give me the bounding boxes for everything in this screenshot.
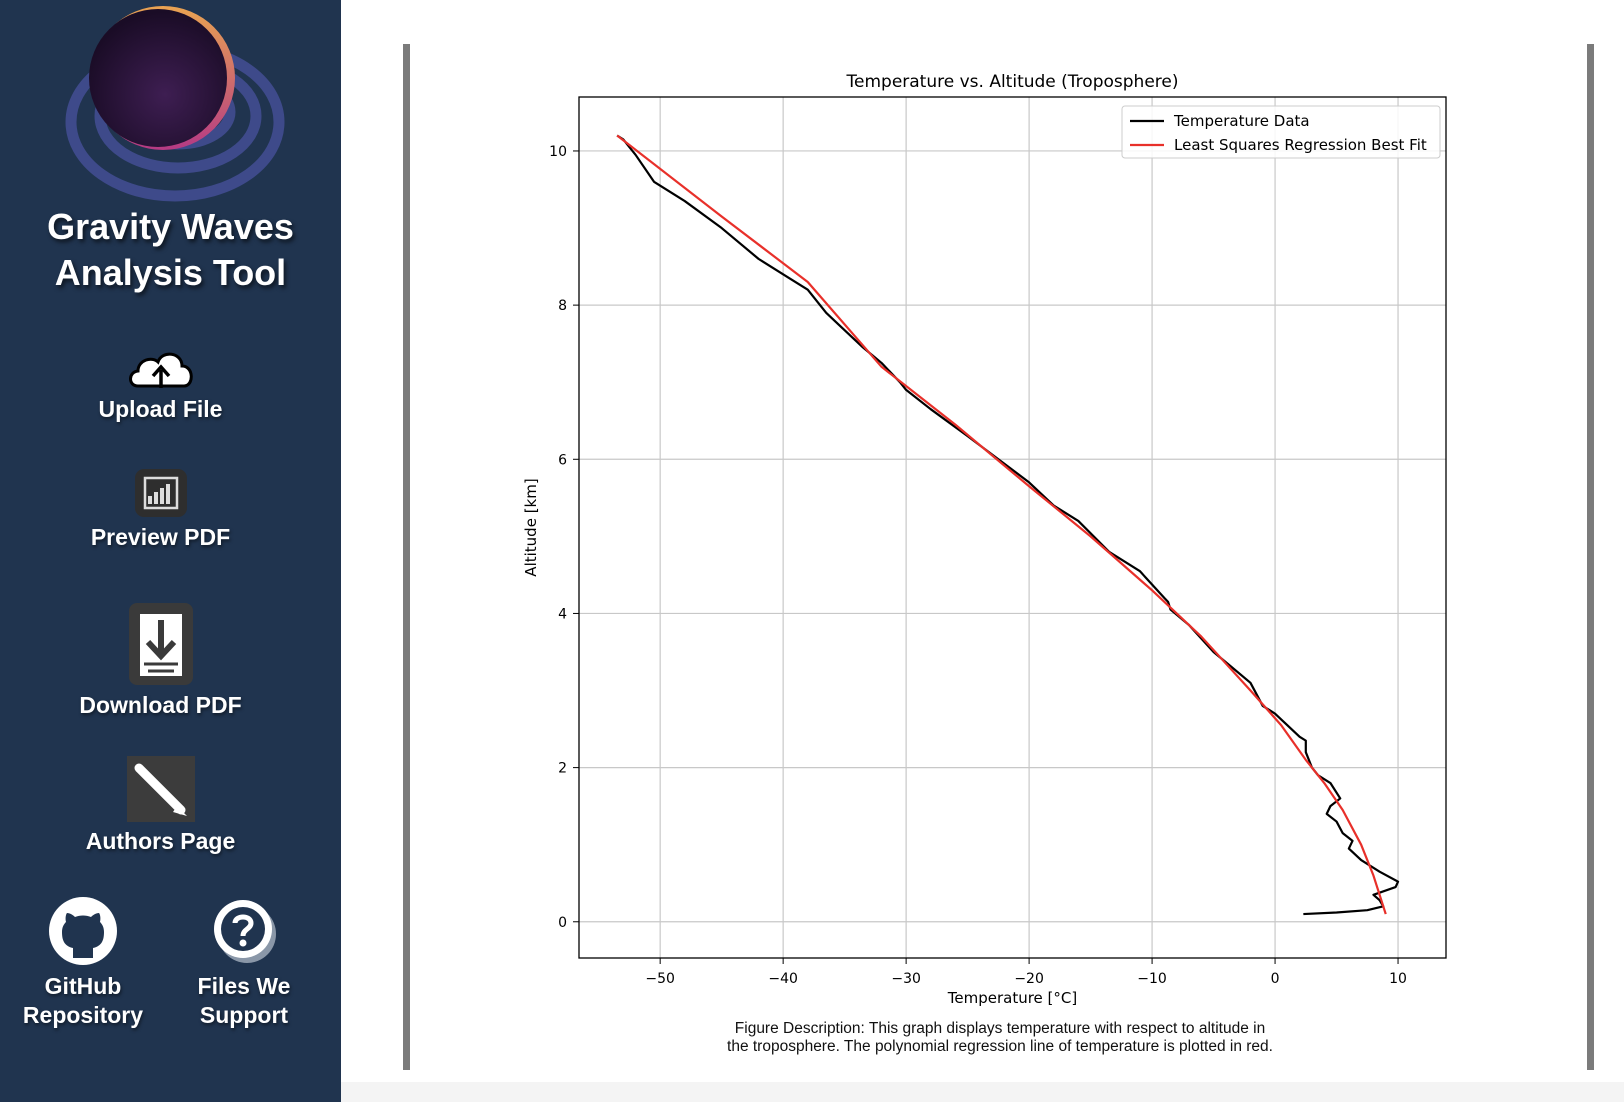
x-tick-label: 10	[1389, 971, 1407, 987]
y-tick-label: 8	[558, 298, 567, 314]
preview-pdf-label: Preview PDF	[90, 524, 231, 550]
app-title: Gravity Waves Analysis Tool	[0, 204, 341, 296]
bottom-strip	[341, 1082, 1624, 1102]
series-line-temperature-data	[616, 134, 1400, 916]
x-tick-label: −30	[891, 971, 921, 987]
app-title-line2: Analysis Tool	[54, 252, 287, 293]
file-download-icon	[128, 603, 193, 685]
files-we-support-button[interactable]: Files We Support	[169, 896, 319, 1030]
x-tick-label: −50	[645, 971, 675, 987]
chart-title: Temperature vs. Altitude (Troposphere)	[846, 72, 1179, 92]
x-tick-label: −10	[1137, 971, 1167, 987]
chart-document-icon	[134, 469, 187, 517]
question-icon	[214, 900, 276, 963]
caption-line2: the troposphere. The polynomial regressi…	[727, 1038, 1273, 1055]
legend-label: Least Squares Regression Best Fit	[1174, 136, 1427, 154]
upload-file-button[interactable]: Upload File	[0, 344, 321, 423]
github-label-line1: GitHub	[44, 973, 122, 999]
authors-page-button[interactable]: Authors Page	[0, 756, 321, 855]
y-axis-label: Altitude [km]	[522, 478, 540, 576]
series-line-regression-fit	[616, 134, 1387, 915]
temperature-altitude-chart: −50 −40 −30 −20 −10 0 10 0 2 4 6 8 10 Temperature vs.…	[522, 72, 1447, 1007]
download-pdf-label: Download PDF	[79, 692, 242, 718]
app-title-line1: Gravity Waves	[47, 206, 294, 247]
sidebar: Gravity Waves Analysis Tool Upload File …	[0, 0, 341, 1102]
logo-icon	[65, 6, 285, 202]
github-icon	[49, 897, 117, 965]
download-pdf-button[interactable]: Download PDF	[0, 602, 321, 719]
x-tick-label: 0	[1271, 971, 1280, 987]
upload-file-label: Upload File	[98, 396, 223, 422]
axes-frame	[578, 96, 1447, 959]
preview-pdf-button[interactable]: Preview PDF	[0, 468, 321, 551]
y-tick-label: 4	[558, 606, 567, 622]
caption-line1: Figure Description: This graph displays …	[734, 1020, 1266, 1037]
y-tick-label: 6	[558, 452, 567, 468]
y-tick-label: 2	[558, 761, 567, 777]
x-tick-label: −40	[768, 971, 798, 987]
x-tick-label: −20	[1014, 971, 1044, 987]
legend-box	[1121, 105, 1441, 159]
figure-caption: Figure Description: This graph displays …	[600, 1020, 1400, 1056]
y-tick-label: 10	[549, 144, 567, 160]
cloud-upload-icon	[128, 352, 193, 388]
legend-label: Temperature Data	[1173, 112, 1310, 130]
github-repository-button[interactable]: GitHub Repository	[8, 896, 158, 1030]
pencil-icon	[126, 756, 195, 822]
files-label-line1: Files We	[197, 973, 291, 999]
authors-page-label: Authors Page	[85, 828, 236, 854]
files-label-line2: Support	[199, 1002, 289, 1028]
x-axis-label: Temperature [°C]	[947, 989, 1077, 1007]
github-label-line2: Repository	[22, 1002, 144, 1028]
y-tick-label: 0	[558, 915, 567, 931]
right-divider	[1587, 44, 1594, 1070]
left-divider	[403, 44, 410, 1070]
